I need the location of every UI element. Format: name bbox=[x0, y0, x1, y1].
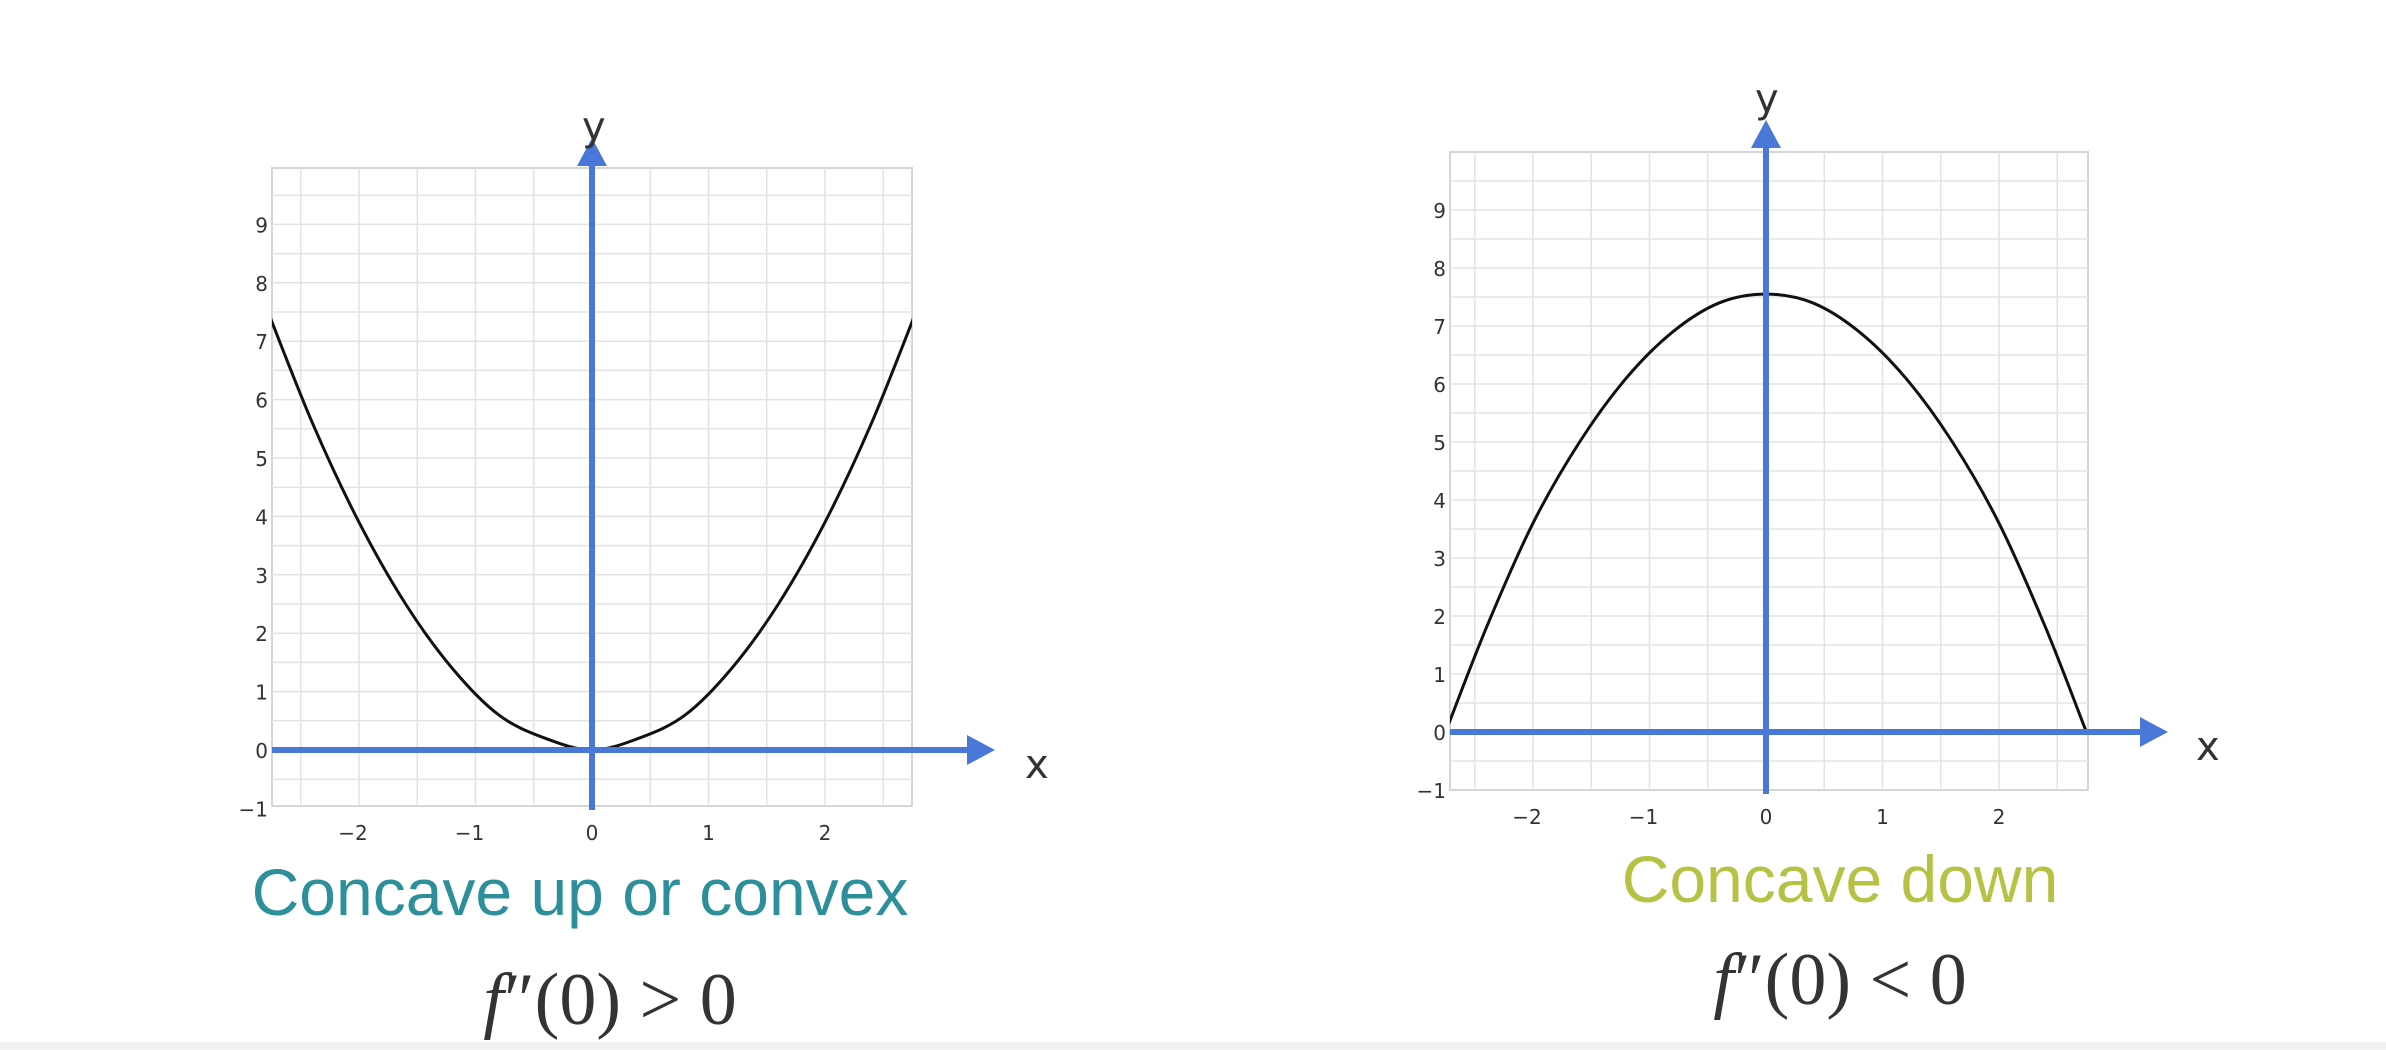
formula-right-arg: (0) bbox=[1764, 939, 1851, 1021]
y-tick-label-left: 7 bbox=[255, 330, 268, 354]
y-tick-label-left: 4 bbox=[255, 505, 268, 529]
chart-left: −1 0 1 2 3 4 5 6 7 8 9 −2 −1 0 1 2 y x bbox=[239, 104, 1049, 845]
y-tick-label-left: 6 bbox=[255, 389, 268, 413]
x-tick-label-right: 2 bbox=[1993, 805, 2006, 829]
y-axis-arrow-right bbox=[1751, 120, 1781, 148]
y-axis-arrow-left bbox=[577, 138, 607, 166]
x-tick-label-right: 1 bbox=[1876, 805, 1889, 829]
y-tick-label-right: 0 bbox=[1433, 721, 1446, 745]
formula-right-prime: ″ bbox=[1733, 939, 1765, 1021]
y-tick-label-right: 1 bbox=[1433, 663, 1446, 687]
y-tick-label-right: 2 bbox=[1433, 605, 1446, 629]
caption-left: Concave up or convex bbox=[251, 855, 909, 929]
y-tick-label-left: 2 bbox=[255, 622, 268, 646]
x-tick-label-left: −1 bbox=[455, 821, 484, 845]
y-tick-label-left: 1 bbox=[255, 681, 268, 705]
x-tick-label-left: 1 bbox=[702, 821, 715, 845]
y-tick-label-left: −1 bbox=[239, 797, 268, 821]
y-tick-label-right: 5 bbox=[1433, 431, 1446, 455]
formula-left-arg: (0) bbox=[534, 959, 621, 1041]
y-axis-label-right: y bbox=[1755, 76, 1779, 122]
formula-right-rel: < 0 bbox=[1850, 939, 1967, 1021]
y-axis-label-left: y bbox=[582, 104, 606, 150]
chart-right: −1 0 1 2 3 4 5 6 7 8 9 −2 −1 0 1 2 y x bbox=[1417, 76, 2220, 829]
bottom-bar bbox=[0, 1042, 2386, 1050]
formula-left: f″(0) > 0 bbox=[440, 958, 780, 1043]
x-tick-label-right: −1 bbox=[1629, 805, 1658, 829]
y-tick-label-left: 3 bbox=[255, 564, 268, 588]
x-axis-label-left: x bbox=[1025, 742, 1049, 788]
x-tick-label-left: −2 bbox=[338, 821, 367, 845]
y-tick-label-right: 7 bbox=[1433, 315, 1446, 339]
formula-left-fn: f bbox=[483, 959, 504, 1041]
y-tick-label-right: 6 bbox=[1433, 373, 1446, 397]
caption-right: Concave down bbox=[1621, 842, 2059, 916]
x-axis-label-right: x bbox=[2196, 724, 2220, 770]
x-tick-label-left: 0 bbox=[586, 821, 599, 845]
formula-left-prime: ″ bbox=[503, 959, 535, 1041]
y-tick-label-left: 5 bbox=[255, 447, 268, 471]
x-tick-label-right: −2 bbox=[1512, 805, 1541, 829]
y-tick-label-right: −1 bbox=[1417, 779, 1446, 803]
y-tick-label-left: 9 bbox=[255, 213, 268, 237]
x-axis-arrow-left bbox=[967, 735, 995, 765]
formula-left-rel: > 0 bbox=[620, 959, 737, 1041]
y-tick-label-left: 0 bbox=[255, 739, 268, 763]
formula-right-fn: f bbox=[1713, 939, 1734, 1021]
y-tick-label-right: 4 bbox=[1433, 489, 1446, 513]
y-tick-label-left: 8 bbox=[255, 272, 268, 296]
x-tick-label-right: 0 bbox=[1760, 805, 1773, 829]
formula-right: f″(0) < 0 bbox=[1670, 938, 2010, 1023]
x-tick-label-left: 2 bbox=[819, 821, 832, 845]
x-axis-arrow-right bbox=[2140, 717, 2168, 747]
y-tick-label-right: 9 bbox=[1433, 199, 1446, 223]
y-tick-label-right: 3 bbox=[1433, 547, 1446, 571]
y-tick-label-right: 8 bbox=[1433, 257, 1446, 281]
